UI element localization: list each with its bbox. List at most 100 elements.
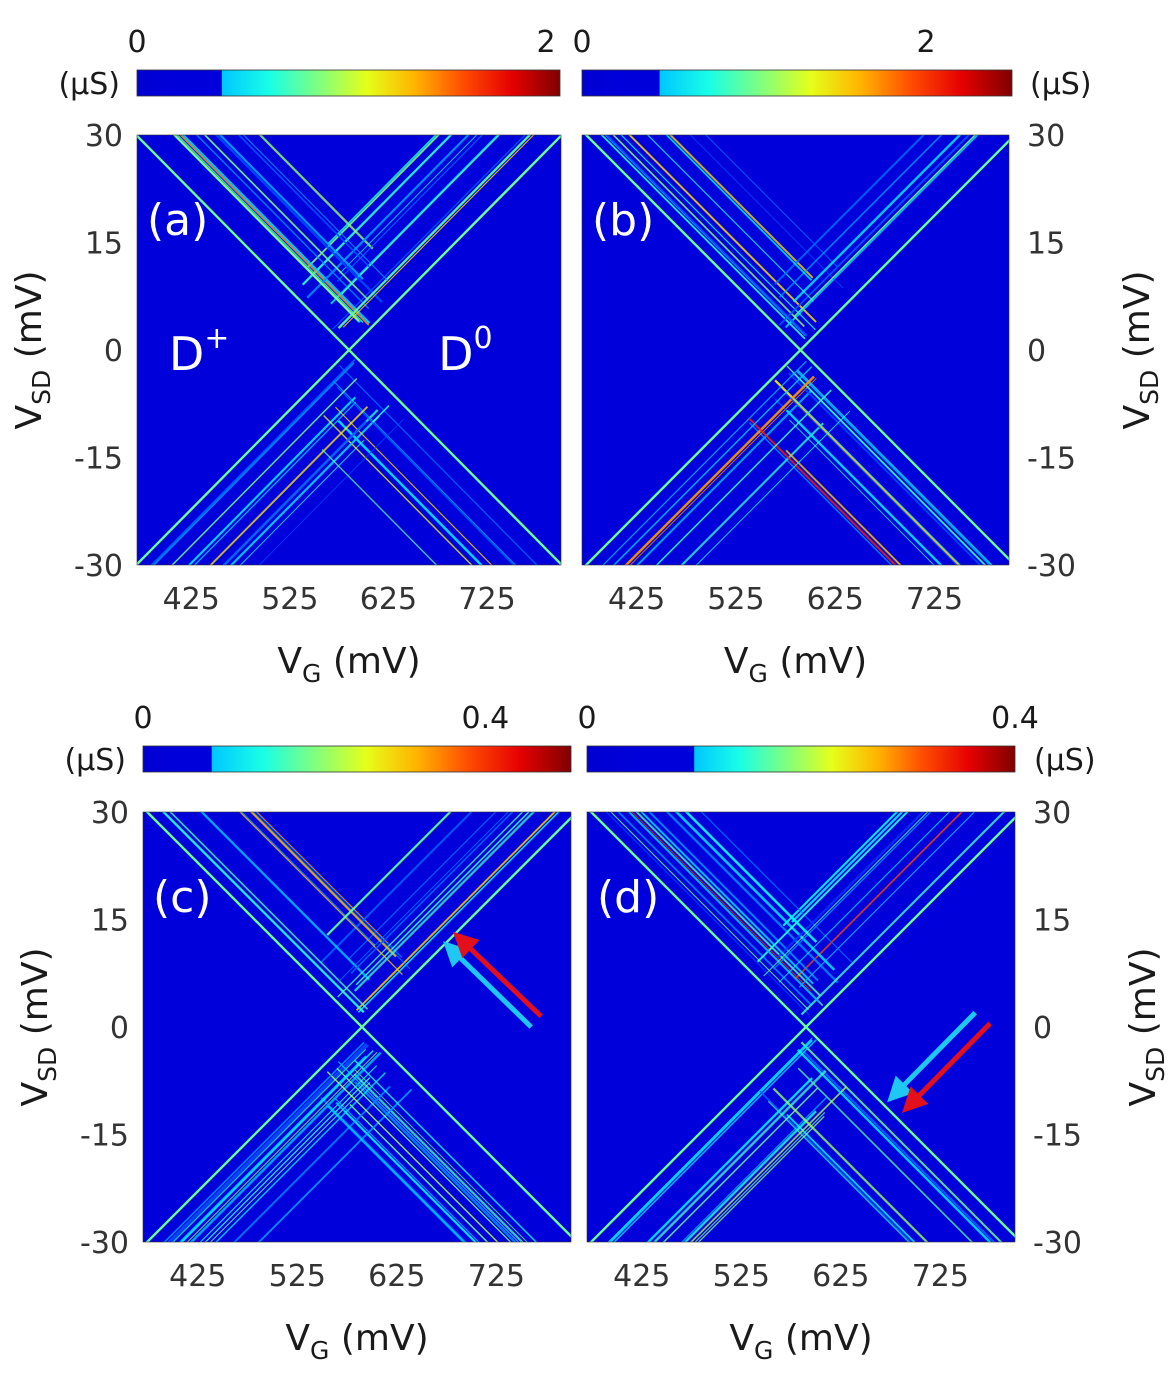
excited-state-line: [337, 419, 483, 565]
y-axis-label-unit: (mV): [9, 271, 50, 370]
excited-state-line: [624, 375, 815, 565]
excited-state-line: [239, 812, 403, 976]
excited-state-line: [173, 135, 360, 322]
excited-state-line: [355, 812, 556, 1011]
x-tick-label: 525: [713, 1259, 770, 1294]
excited-state-line: [681, 1096, 828, 1242]
x-tick-label: 425: [608, 582, 665, 617]
y-tick-label: -30: [1033, 1226, 1082, 1261]
excited-state-line: [640, 812, 814, 985]
excited-state-line: [629, 378, 817, 565]
excited-state-line: [350, 812, 514, 974]
excited-state-line: [683, 1110, 817, 1242]
region-label-main: D: [438, 327, 473, 381]
excited-state-line: [335, 406, 493, 565]
excited-state-line: [778, 135, 943, 298]
region-label-sup: +: [204, 321, 229, 356]
colorbar-tick-label: 0.4: [462, 701, 510, 736]
excited-state-line: [604, 135, 806, 336]
excited-state-line: [179, 135, 370, 326]
excited-state-line: [342, 135, 535, 328]
region-label-main: D: [169, 327, 204, 381]
excited-state-line: [169, 812, 369, 1010]
excited-state-line: [697, 1115, 825, 1242]
colorbar-tick-label: 2: [916, 25, 935, 60]
heatmap-lines: [145, 812, 571, 1242]
colorbar-bar: [586, 745, 1016, 773]
excited-state-line: [186, 1051, 378, 1242]
plot-frame: [581, 134, 1010, 566]
excited-state-line: [357, 812, 560, 1013]
colorbar-unit-label: (μS): [1034, 743, 1096, 778]
excited-state-line: [602, 360, 807, 565]
x-tick-label: 625: [812, 1259, 869, 1294]
excited-state-line: [605, 812, 810, 1016]
excited-state-line: [209, 406, 369, 565]
colorbar-tick-label: 0: [577, 701, 596, 736]
x-tick-label: 625: [368, 1259, 425, 1294]
x-tick-label: 525: [707, 582, 764, 617]
x-axis-label-sub: G: [754, 1336, 773, 1365]
y-tick-label: 0: [1027, 334, 1046, 369]
excited-state-line: [636, 389, 813, 565]
excited-state-line: [801, 1049, 996, 1242]
excited-state-line: [203, 135, 369, 301]
excited-state-line: [627, 812, 820, 1003]
excited-state-line: [199, 1065, 377, 1242]
excited-state-line: [323, 414, 473, 565]
excited-state-line: [336, 386, 515, 565]
excited-state-line: [674, 812, 836, 971]
excited-state-line: [337, 1061, 520, 1242]
y-tick-label: 0: [104, 334, 123, 369]
excited-state-line: [327, 135, 438, 245]
x-axis-label-main: V: [285, 1318, 310, 1359]
y-tick-label: -15: [74, 442, 123, 477]
excited-state-line: [756, 812, 909, 963]
colorbar-bar: [581, 69, 1013, 97]
excited-state-line: [767, 1100, 911, 1242]
excited-state-line: [334, 1098, 480, 1242]
excited-state-line: [321, 449, 438, 565]
excited-state-line: [646, 1077, 813, 1242]
excited-state-line: [789, 419, 935, 565]
excited-state-line: [336, 135, 484, 282]
excited-state-line: [620, 135, 816, 331]
excited-state-line: [665, 812, 839, 984]
excited-state-line: [339, 365, 538, 565]
excited-state-line: [353, 1073, 524, 1242]
excited-state-line: [326, 812, 452, 936]
excited-state-line: [336, 1067, 512, 1242]
y-tick-label: 0: [110, 1011, 129, 1046]
excited-state-line: [617, 812, 813, 1006]
excited-state-line: [789, 395, 959, 565]
excited-state-line: [605, 135, 808, 337]
colorbar: 0 2 (μS): [572, 25, 1091, 102]
excited-state-line: [242, 135, 389, 282]
excited-state-line: [798, 812, 976, 988]
y-tick-label: 30: [85, 119, 123, 154]
excited-state-line: [786, 1113, 916, 1242]
indicator-arrow: [442, 941, 533, 1029]
panel-label: (d): [597, 872, 659, 923]
y-tick-label: 15: [1027, 227, 1065, 262]
excited-state-line: [748, 417, 897, 565]
y-tick-label: -30: [74, 549, 123, 584]
x-axis-label: VG (mV): [277, 641, 420, 688]
excited-state-line: [204, 1077, 371, 1242]
y-tick-label: 30: [1027, 119, 1065, 154]
excited-state-line: [690, 1086, 847, 1242]
excited-state-line: [171, 378, 358, 565]
x-axis-label-unit: (mV): [321, 641, 420, 682]
colorbar: 0 0.4 (μS): [64, 701, 572, 778]
excited-state-line: [773, 812, 932, 970]
excited-state-line: [684, 812, 818, 943]
excited-state-line: [222, 420, 368, 565]
excited-state-line: [793, 397, 961, 565]
y-tick-label: -30: [1027, 549, 1076, 584]
diamond-edge-falling: [584, 135, 1009, 561]
panel-label: (c): [153, 872, 212, 923]
excited-state-line: [337, 135, 532, 329]
y-tick-label: -15: [1027, 442, 1076, 477]
excited-state-line: [338, 812, 509, 982]
